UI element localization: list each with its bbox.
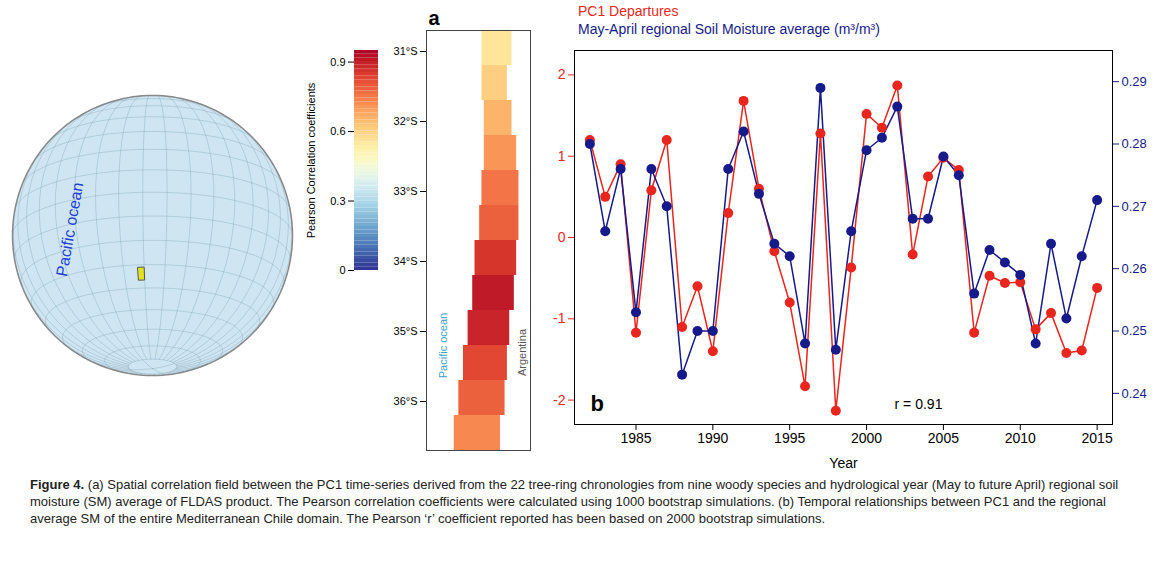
html-text:May-April regional Soil Moistu: May-April regional Soil Moisture average… [578, 21, 880, 37]
svg-text:Argentina: Argentina [516, 328, 528, 376]
svg-text:-2: -2 [553, 392, 566, 408]
svg-text:2010: 2010 [1005, 430, 1036, 446]
svg-text:0.25: 0.25 [1122, 323, 1147, 338]
svg-text:0.27: 0.27 [1122, 198, 1147, 213]
svg-text:0.24: 0.24 [1122, 385, 1147, 400]
svg-text:-1: -1 [553, 310, 566, 326]
svg-text:31°S: 31°S [394, 45, 418, 57]
svg-text:0: 0 [558, 229, 566, 245]
svg-text:r = 0.91: r = 0.91 [895, 396, 943, 412]
svg-text:Pacific ocean: Pacific ocean [437, 313, 449, 378]
svg-text:1985: 1985 [620, 430, 651, 446]
svg-text:0.9: 0.9 [330, 56, 345, 68]
html-text:PC1 Departures: PC1 Departures [578, 3, 679, 19]
svg-text:Year: Year [829, 455, 858, 471]
svg-text:33°S: 33°S [394, 185, 418, 197]
svg-text:0.26: 0.26 [1122, 261, 1147, 276]
svg-text:35°S: 35°S [394, 325, 418, 337]
svg-text:36°S: 36°S [394, 395, 418, 407]
svg-text:1995: 1995 [774, 430, 805, 446]
svg-text:0: 0 [339, 264, 345, 276]
svg-text:1: 1 [558, 148, 566, 164]
svg-text:0.3: 0.3 [330, 195, 345, 207]
svg-text:a: a [429, 7, 441, 29]
svg-text:2015: 2015 [1082, 430, 1113, 446]
svg-text:32°S: 32°S [394, 115, 418, 127]
svg-text:2005: 2005 [928, 430, 959, 446]
svg-text:b: b [591, 391, 604, 416]
svg-text:34°S: 34°S [394, 255, 418, 267]
svg-text:0.28: 0.28 [1122, 136, 1147, 151]
svg-text:2: 2 [558, 66, 566, 82]
svg-text:0.29: 0.29 [1122, 74, 1147, 89]
svg-text:Pearson Correlation coefficien: Pearson Correlation coefficients [305, 82, 317, 238]
svg-text:2000: 2000 [851, 430, 882, 446]
svg-text:0.6: 0.6 [330, 125, 345, 137]
svg-text:1990: 1990 [697, 430, 728, 446]
svg-text:Pacific ocean: Pacific ocean [53, 181, 86, 278]
html-text:Figure 4. (a) Spatial correlat: Figure 4. (a) Spatial correlation field … [30, 477, 1119, 526]
